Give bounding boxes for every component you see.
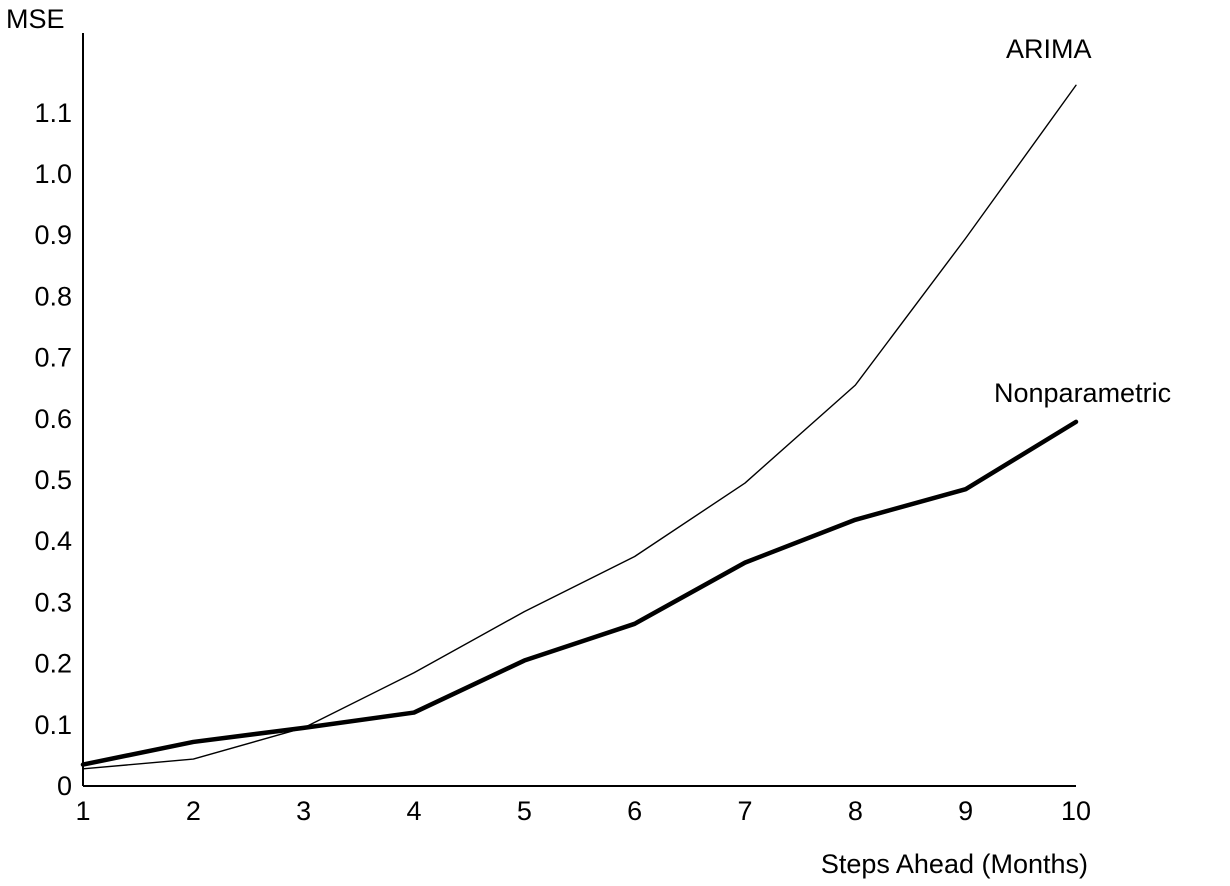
x-axis-ticks: 1 2 3 4 5 6 7 8 9 10 — [75, 796, 1091, 826]
x-tick-label: 7 — [737, 796, 752, 826]
y-tick-label: 0.1 — [34, 710, 72, 740]
x-tick-label: 3 — [296, 796, 311, 826]
x-tick-label: 5 — [517, 796, 532, 826]
y-tick-label: 0.4 — [34, 526, 72, 556]
series-label-nonparametric: Nonparametric — [994, 378, 1171, 408]
y-tick-label: 1.0 — [34, 159, 72, 189]
y-tick-label: 0 — [57, 771, 72, 801]
x-tick-label: 1 — [75, 796, 90, 826]
y-axis-ticks: 0 0.1 0.2 0.3 0.4 0.5 0.6 0.7 0.8 0.9 1.0 1.1 — [34, 98, 72, 801]
y-tick-label: 0.8 — [34, 281, 72, 311]
x-tick-label: 9 — [958, 796, 973, 826]
y-tick-label: 0.2 — [34, 649, 72, 679]
x-tick-label: 2 — [186, 796, 201, 826]
x-tick-label: 8 — [848, 796, 863, 826]
y-tick-label: 0.7 — [34, 343, 72, 373]
series-label-arima: ARIMA — [1006, 34, 1092, 64]
y-tick-label: 0.5 — [34, 465, 72, 495]
y-tick-label: 0.6 — [34, 404, 72, 434]
x-tick-label: 10 — [1061, 796, 1091, 826]
series-lines — [80, 84, 1079, 770]
series-line-nonparametric — [80, 419, 1079, 767]
series-line-arima — [82, 84, 1077, 770]
y-tick-label: 1.1 — [34, 98, 72, 128]
y-axis-title: MSE — [6, 4, 65, 34]
y-tick-label: 0.3 — [34, 587, 72, 617]
x-tick-label: 4 — [406, 796, 421, 826]
x-axis-title: Steps Ahead (Months) — [821, 849, 1088, 879]
x-tick-label: 6 — [627, 796, 642, 826]
y-tick-label: 0.9 — [34, 220, 72, 250]
